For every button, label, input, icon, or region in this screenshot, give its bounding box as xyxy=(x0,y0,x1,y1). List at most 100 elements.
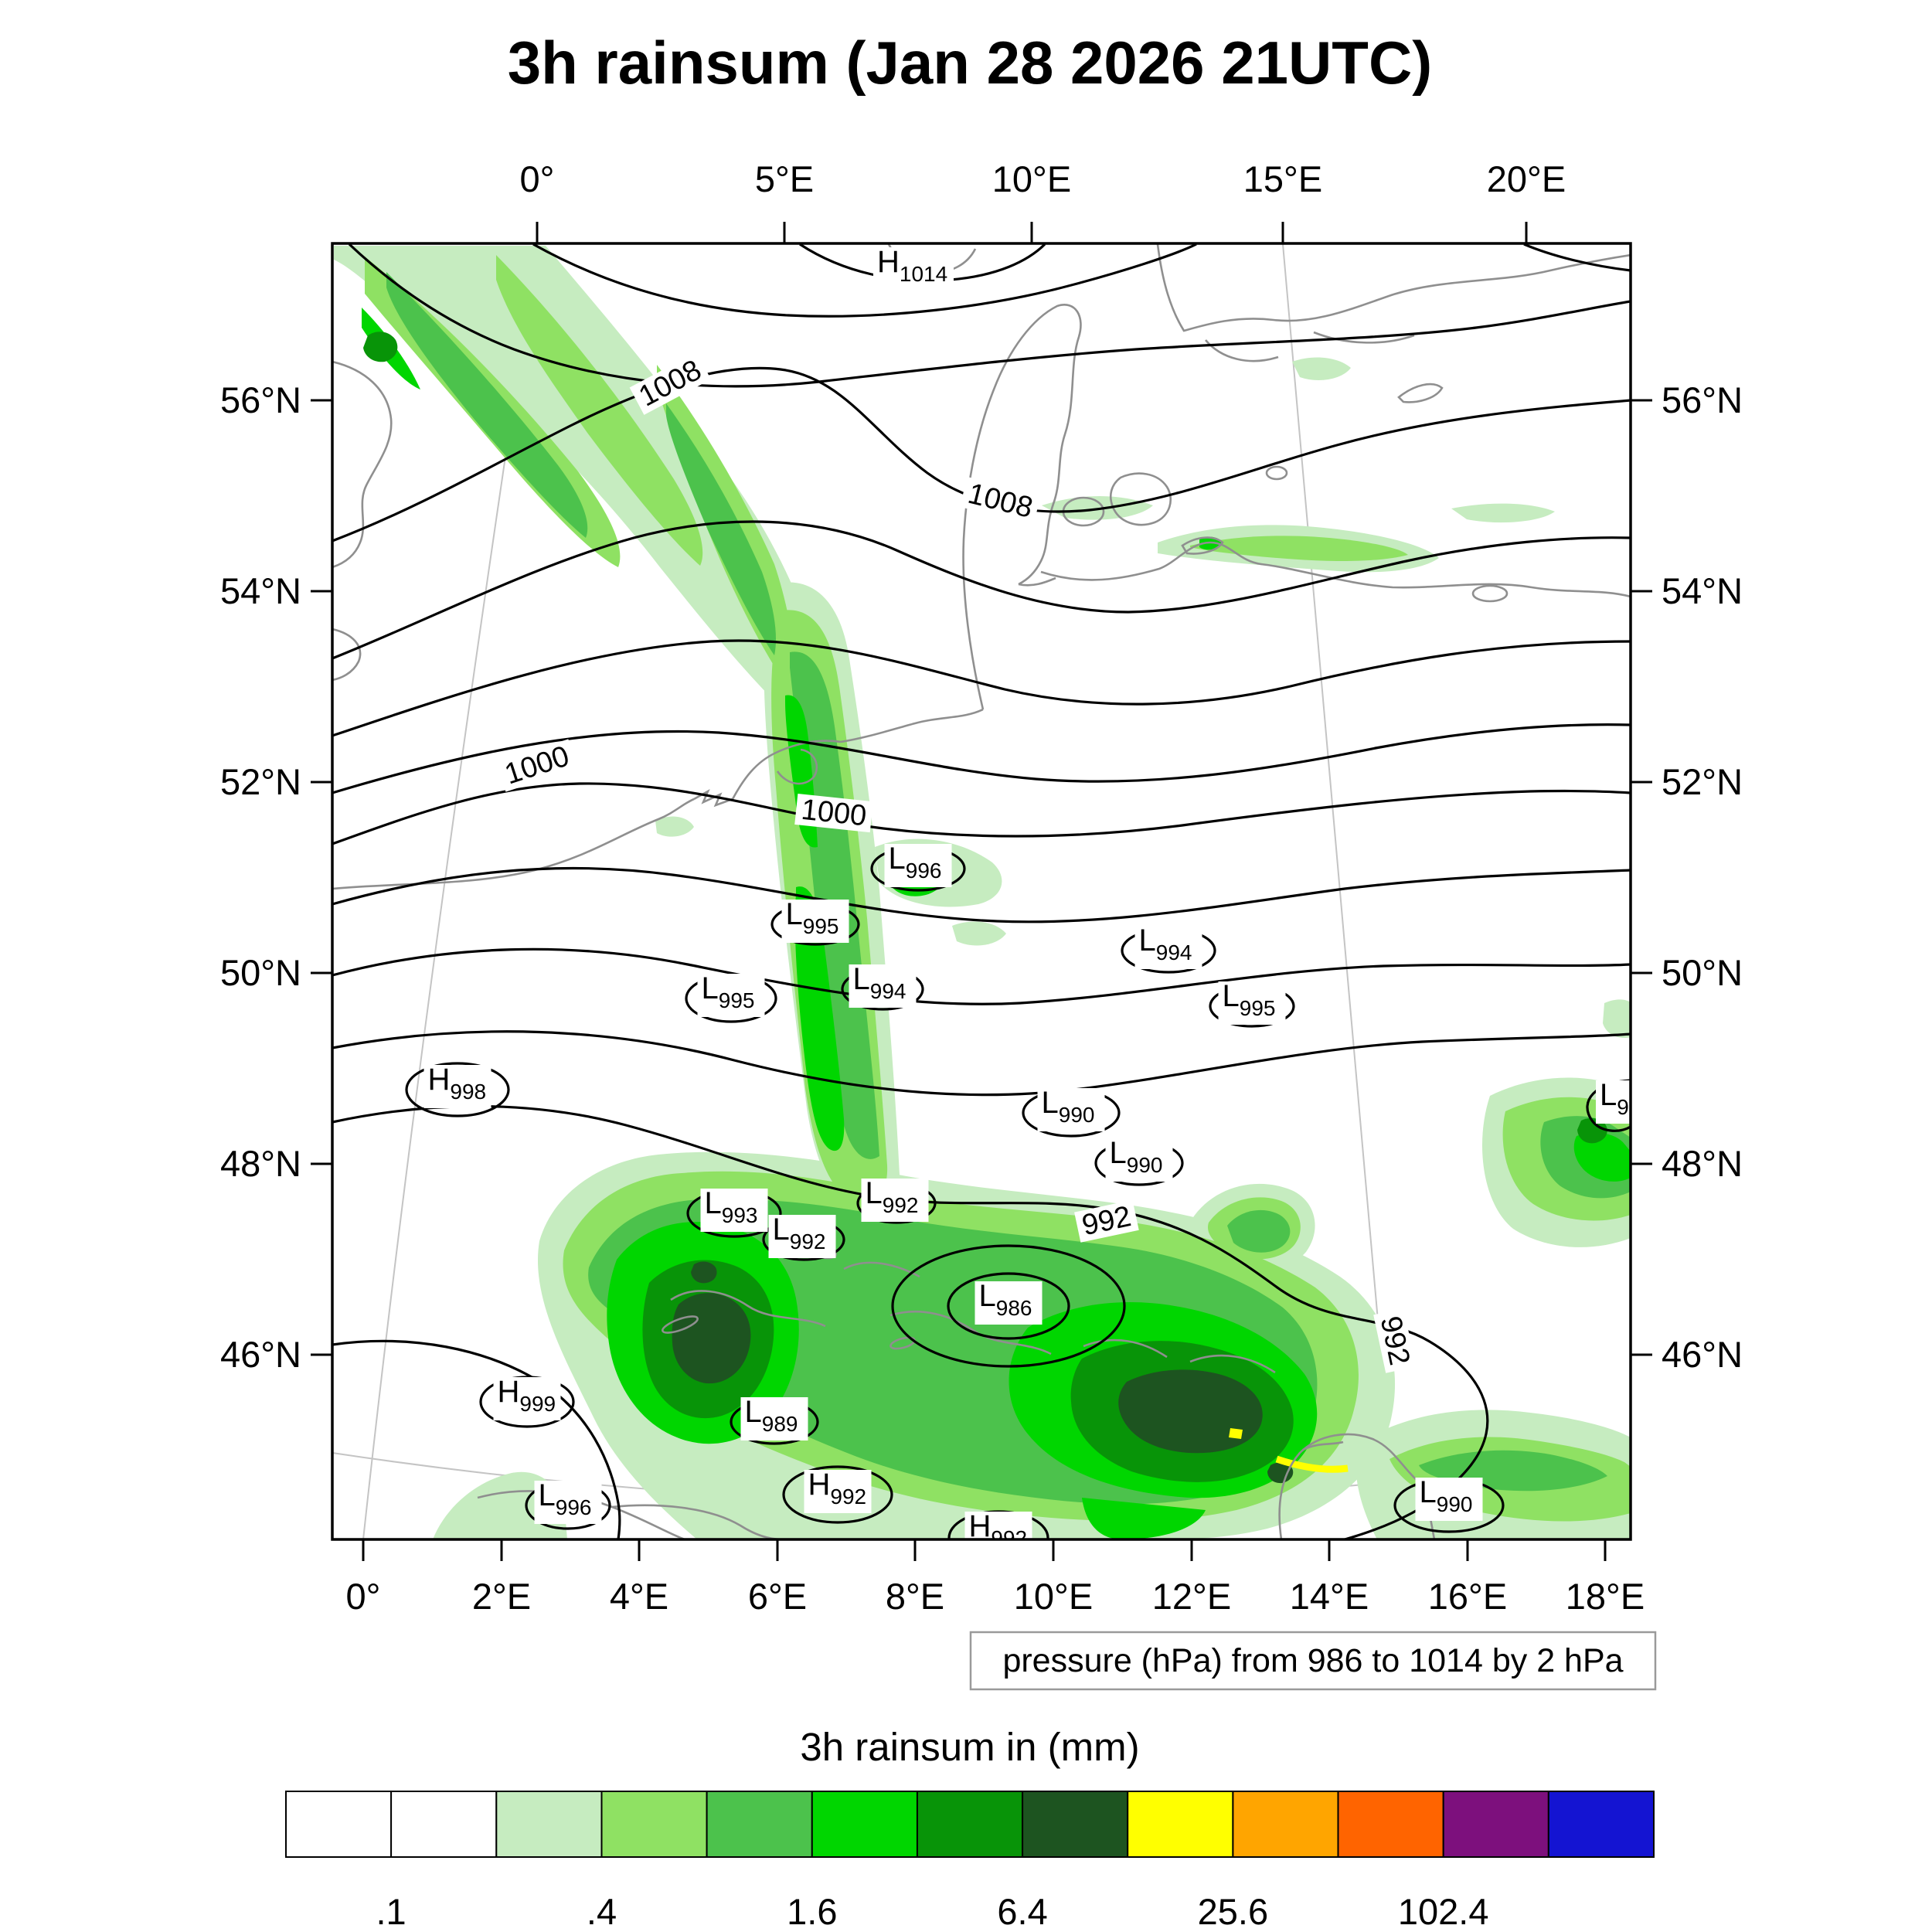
pressure-label: L996 xyxy=(884,842,952,887)
pressure-label: L995 xyxy=(781,897,849,943)
pressure-label: H998 xyxy=(423,1063,492,1108)
pressure-label-box xyxy=(423,1065,492,1108)
pressure-label-text: L995 xyxy=(1223,979,1276,1020)
bottom-axis-label: 6°E xyxy=(748,1576,807,1617)
pressure-label-text: L996 xyxy=(539,1478,592,1519)
contour-label-box xyxy=(794,794,873,833)
pressure-label-box xyxy=(768,1215,836,1258)
colorbar-tick-label: .4 xyxy=(587,1891,617,1932)
pressure-label: L990 xyxy=(1037,1086,1105,1131)
left-axis-label: 56°N xyxy=(220,379,301,420)
page-title: 3h rainsum (Jan 28 2026 21UTC) xyxy=(508,29,1433,97)
pressure-label-text: H998 xyxy=(428,1063,487,1104)
colorbar-segment xyxy=(1442,1791,1549,1858)
colorbar-tick-label: .1 xyxy=(376,1891,406,1932)
colorbar-segment xyxy=(600,1791,708,1858)
colorbar: .1 .4 1.6 6.4 25.6 102.4 xyxy=(285,1791,1655,1932)
colorbar-segment xyxy=(285,1791,393,1858)
contour-label-box xyxy=(1373,1308,1417,1373)
pressure-label-box xyxy=(964,1512,1032,1539)
pressure-label: L992 xyxy=(861,1176,929,1222)
pressure-label-text: L996 xyxy=(889,842,942,883)
colorbar-segment xyxy=(495,1791,603,1858)
pressure-label: L996 xyxy=(534,1478,602,1524)
bottom-axis-label: 16°E xyxy=(1428,1576,1507,1617)
pressure-label-text: L990 xyxy=(1042,1086,1095,1127)
left-axis-label: 46°N xyxy=(220,1334,301,1375)
pressure-label-text: L992 xyxy=(773,1213,826,1253)
right-axis-label: 52°N xyxy=(1662,761,1743,802)
pressure-label-text: H992 xyxy=(969,1509,1028,1550)
pressure-label: L993 xyxy=(700,1186,768,1232)
pressure-label-text: L989 xyxy=(745,1395,798,1436)
pressure-label: L994 xyxy=(849,962,917,1008)
axis-layer: 0° 5°E 10°E 15°E 20°E 0° 2°E 4°E 6°E 8°E 10°E 12°E 1… xyxy=(220,158,1743,1617)
left-axis-label: 48°N xyxy=(220,1143,301,1184)
pressure-label-box xyxy=(781,900,849,943)
bottom-axis-label: 0° xyxy=(346,1576,381,1617)
pressure-label: H999 xyxy=(493,1375,561,1420)
pressure-caption-text: pressure (hPa) from 986 to 1014 by 2 hPa xyxy=(1002,1642,1623,1679)
colorbar-segment xyxy=(706,1791,813,1858)
contour-label-text: 1008 xyxy=(964,478,1036,525)
bottom-axis-label: 8°E xyxy=(886,1576,944,1617)
colorbar-tick-label: 1.6 xyxy=(787,1891,837,1932)
pressure-label: L990 xyxy=(1105,1136,1173,1182)
pressure-label: L995 xyxy=(1218,979,1286,1025)
pressure-label-box xyxy=(804,1470,872,1513)
top-axis-label: 0° xyxy=(520,158,555,199)
pressure-label-box xyxy=(1134,926,1202,969)
contour-label-text: 1000 xyxy=(800,794,868,833)
pressure-label: L986 xyxy=(975,1279,1043,1325)
top-axis-label: 15°E xyxy=(1243,158,1322,199)
pressure-label: L994 xyxy=(1134,923,1202,969)
pressure-label-text: L994 xyxy=(1139,923,1192,964)
colorbar-title: 3h rainsum in (mm) xyxy=(800,1725,1139,1769)
contour-label-box xyxy=(960,477,1041,526)
right-axis-label: 56°N xyxy=(1662,379,1743,420)
left-axis-label: 50°N xyxy=(220,952,301,993)
pressure-label-box xyxy=(849,964,917,1008)
pressure-label-text: H992 xyxy=(808,1468,867,1509)
pressure-label-box xyxy=(1037,1088,1105,1131)
pressure-label-box xyxy=(1218,981,1286,1025)
pressure-label-text: L990 xyxy=(1110,1136,1163,1177)
pressure-label-box xyxy=(740,1397,808,1440)
pressure-label-text: L992 xyxy=(866,1176,919,1217)
pressure-caption: pressure (hPa) from 986 to 1014 by 2 hPa xyxy=(969,1631,1657,1691)
contour-label-box xyxy=(496,739,578,792)
pressure-label-box xyxy=(873,247,954,291)
top-axis-label: 20°E xyxy=(1487,158,1566,199)
bottom-axis-label: 18°E xyxy=(1566,1576,1645,1617)
bottom-axis-label: 10°E xyxy=(1014,1576,1093,1617)
left-axis-label: 52°N xyxy=(220,761,301,802)
pressure-label-text: L993 xyxy=(705,1186,758,1227)
colorbar-segment xyxy=(390,1791,498,1858)
pressure-label-text: H999 xyxy=(498,1375,556,1416)
pressure-label: L99 xyxy=(1596,1078,1641,1124)
pressure-label-text: L99 xyxy=(1600,1078,1641,1119)
pressure-label: 1008 xyxy=(960,477,1041,526)
colorbar-segment xyxy=(811,1791,919,1858)
pressure-label-box xyxy=(861,1179,929,1222)
right-axis-label: 54°N xyxy=(1662,570,1743,611)
top-axis-label: 10°E xyxy=(992,158,1071,199)
pressure-label: L995 xyxy=(697,971,765,1017)
pressure-label-box xyxy=(884,844,952,887)
pressure-label-text: L995 xyxy=(702,971,755,1012)
top-axis-label: 5°E xyxy=(755,158,814,199)
colorbar-segment xyxy=(1337,1791,1444,1858)
pressure-label-text: L994 xyxy=(853,962,906,1003)
pressure-label-box xyxy=(697,974,765,1017)
pressure-label-box xyxy=(1415,1478,1483,1521)
colorbar-tick-label: 102.4 xyxy=(1398,1891,1489,1932)
rain-layer-vdark xyxy=(672,1261,1294,1484)
contour-label-box xyxy=(1074,1199,1139,1243)
bottom-axis-label: 2°E xyxy=(472,1576,531,1617)
pressure-label: H992 xyxy=(804,1468,872,1513)
pressure-label: H992 xyxy=(964,1509,1032,1550)
right-axis-label: 46°N xyxy=(1662,1334,1743,1375)
pressure-label-box xyxy=(493,1377,561,1420)
